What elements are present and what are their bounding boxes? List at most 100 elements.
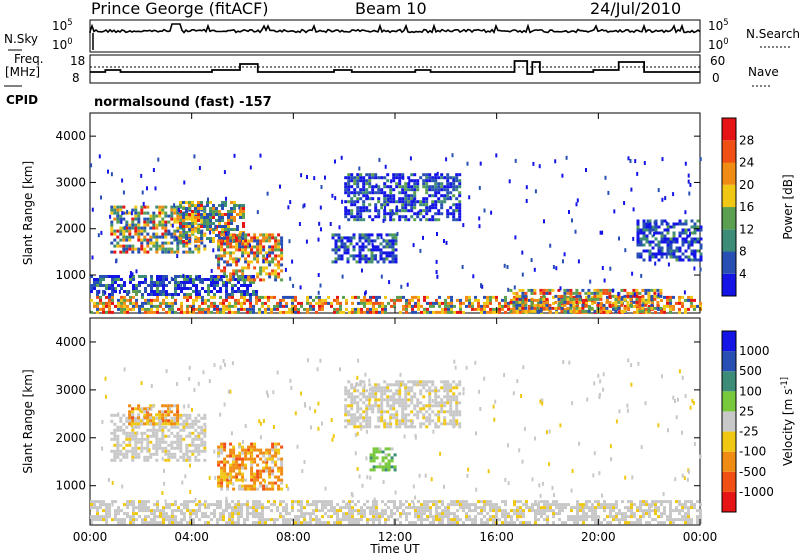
power-cell xyxy=(239,210,242,213)
power-cell xyxy=(215,228,218,231)
power-cell xyxy=(161,217,165,221)
power-cell xyxy=(458,209,462,213)
velocity-cell xyxy=(96,515,99,519)
power-cell xyxy=(227,213,230,216)
power-cell xyxy=(489,310,492,314)
power-cell xyxy=(247,260,251,264)
power-cell xyxy=(238,242,242,246)
velocity-cell xyxy=(437,401,441,405)
power-cell xyxy=(419,212,423,216)
velocity-cell xyxy=(414,515,417,519)
velocity-cell xyxy=(588,509,591,513)
power-cell xyxy=(231,287,234,290)
power-cell xyxy=(690,225,694,229)
power-cell xyxy=(177,287,180,290)
power-cell xyxy=(132,304,135,308)
velocity-cell xyxy=(164,425,168,429)
velocity-cell xyxy=(374,398,378,402)
power-cell xyxy=(131,244,135,248)
velocity-cell xyxy=(510,521,513,525)
velocity-cell xyxy=(404,404,408,408)
velocity-cell xyxy=(693,503,696,507)
power-cell xyxy=(597,301,600,305)
power-cell xyxy=(221,231,224,234)
velocity-cell xyxy=(268,466,272,470)
power-cell xyxy=(681,240,685,244)
power-cell xyxy=(198,293,201,296)
velocity-cell xyxy=(486,512,489,516)
power-cell xyxy=(431,218,435,222)
power-cell xyxy=(234,310,237,314)
velocity-cell xyxy=(696,509,699,513)
power-cell xyxy=(678,219,682,223)
power-cell xyxy=(348,310,351,314)
velocity-cell xyxy=(161,437,165,441)
power-cell xyxy=(165,284,168,287)
power-speck xyxy=(212,248,215,253)
power-cell xyxy=(242,213,245,216)
power-cell xyxy=(155,238,159,242)
velocity-cell xyxy=(681,518,684,522)
power-cell xyxy=(206,219,209,222)
power-cell xyxy=(192,284,195,287)
power-speck xyxy=(435,259,438,264)
velocity-cell xyxy=(383,410,387,414)
velocity-cell xyxy=(438,512,441,516)
velocity-cell xyxy=(258,500,261,504)
velocity-cell xyxy=(189,500,192,504)
velocity-cell xyxy=(384,521,387,525)
velocity-cell xyxy=(146,458,150,462)
power-cell xyxy=(241,269,245,273)
velocity-cell xyxy=(446,392,450,396)
velocity-cell xyxy=(147,515,150,519)
power-cell xyxy=(188,234,191,237)
power-cell xyxy=(134,223,138,227)
power-speck xyxy=(532,161,535,166)
power-cell xyxy=(422,203,426,207)
power-cell xyxy=(678,307,681,311)
power-cell xyxy=(563,294,567,298)
velocity-cell xyxy=(256,448,260,452)
velocity-cell xyxy=(297,515,300,519)
power-cell xyxy=(398,191,402,195)
velocity-cell xyxy=(244,454,248,458)
velocity-cell xyxy=(276,518,279,522)
velocity-cell xyxy=(318,521,321,525)
velocity-cell xyxy=(426,515,429,519)
power-cell xyxy=(443,197,447,201)
power-cell xyxy=(217,248,221,252)
velocity-cell xyxy=(217,463,221,467)
power-cell xyxy=(280,239,284,243)
velocity-cell xyxy=(238,451,242,455)
power-speck xyxy=(177,208,180,212)
power-speck xyxy=(266,191,269,196)
power-cell xyxy=(213,295,216,299)
velocity-cell xyxy=(231,518,234,522)
velocity-cell xyxy=(306,500,309,504)
power-cell xyxy=(277,245,281,249)
velocity-cell xyxy=(225,521,228,525)
power-cell xyxy=(182,222,185,225)
velocity-cell xyxy=(241,466,245,470)
power-cell xyxy=(180,287,183,290)
power-cell xyxy=(159,293,162,296)
velocity-cell xyxy=(372,506,375,510)
power-cell xyxy=(156,278,159,281)
velocity-cell xyxy=(390,515,393,519)
velocity-cell xyxy=(146,437,150,441)
power-cell xyxy=(168,293,171,296)
velocity-cell xyxy=(486,518,489,522)
power-cell xyxy=(179,237,182,240)
power-cell xyxy=(650,288,654,292)
power-cell xyxy=(244,236,248,240)
power-speck xyxy=(574,229,577,234)
velocity-cell xyxy=(386,404,390,408)
power-cell xyxy=(455,173,459,177)
velocity-cell xyxy=(422,383,426,387)
station-title: Prince George (fitACF) xyxy=(91,0,269,18)
velocity-cell xyxy=(420,521,423,525)
velocity-cell xyxy=(131,449,135,453)
velocity-cell xyxy=(395,380,399,384)
power-cell xyxy=(450,307,453,311)
power-speck xyxy=(514,158,517,163)
